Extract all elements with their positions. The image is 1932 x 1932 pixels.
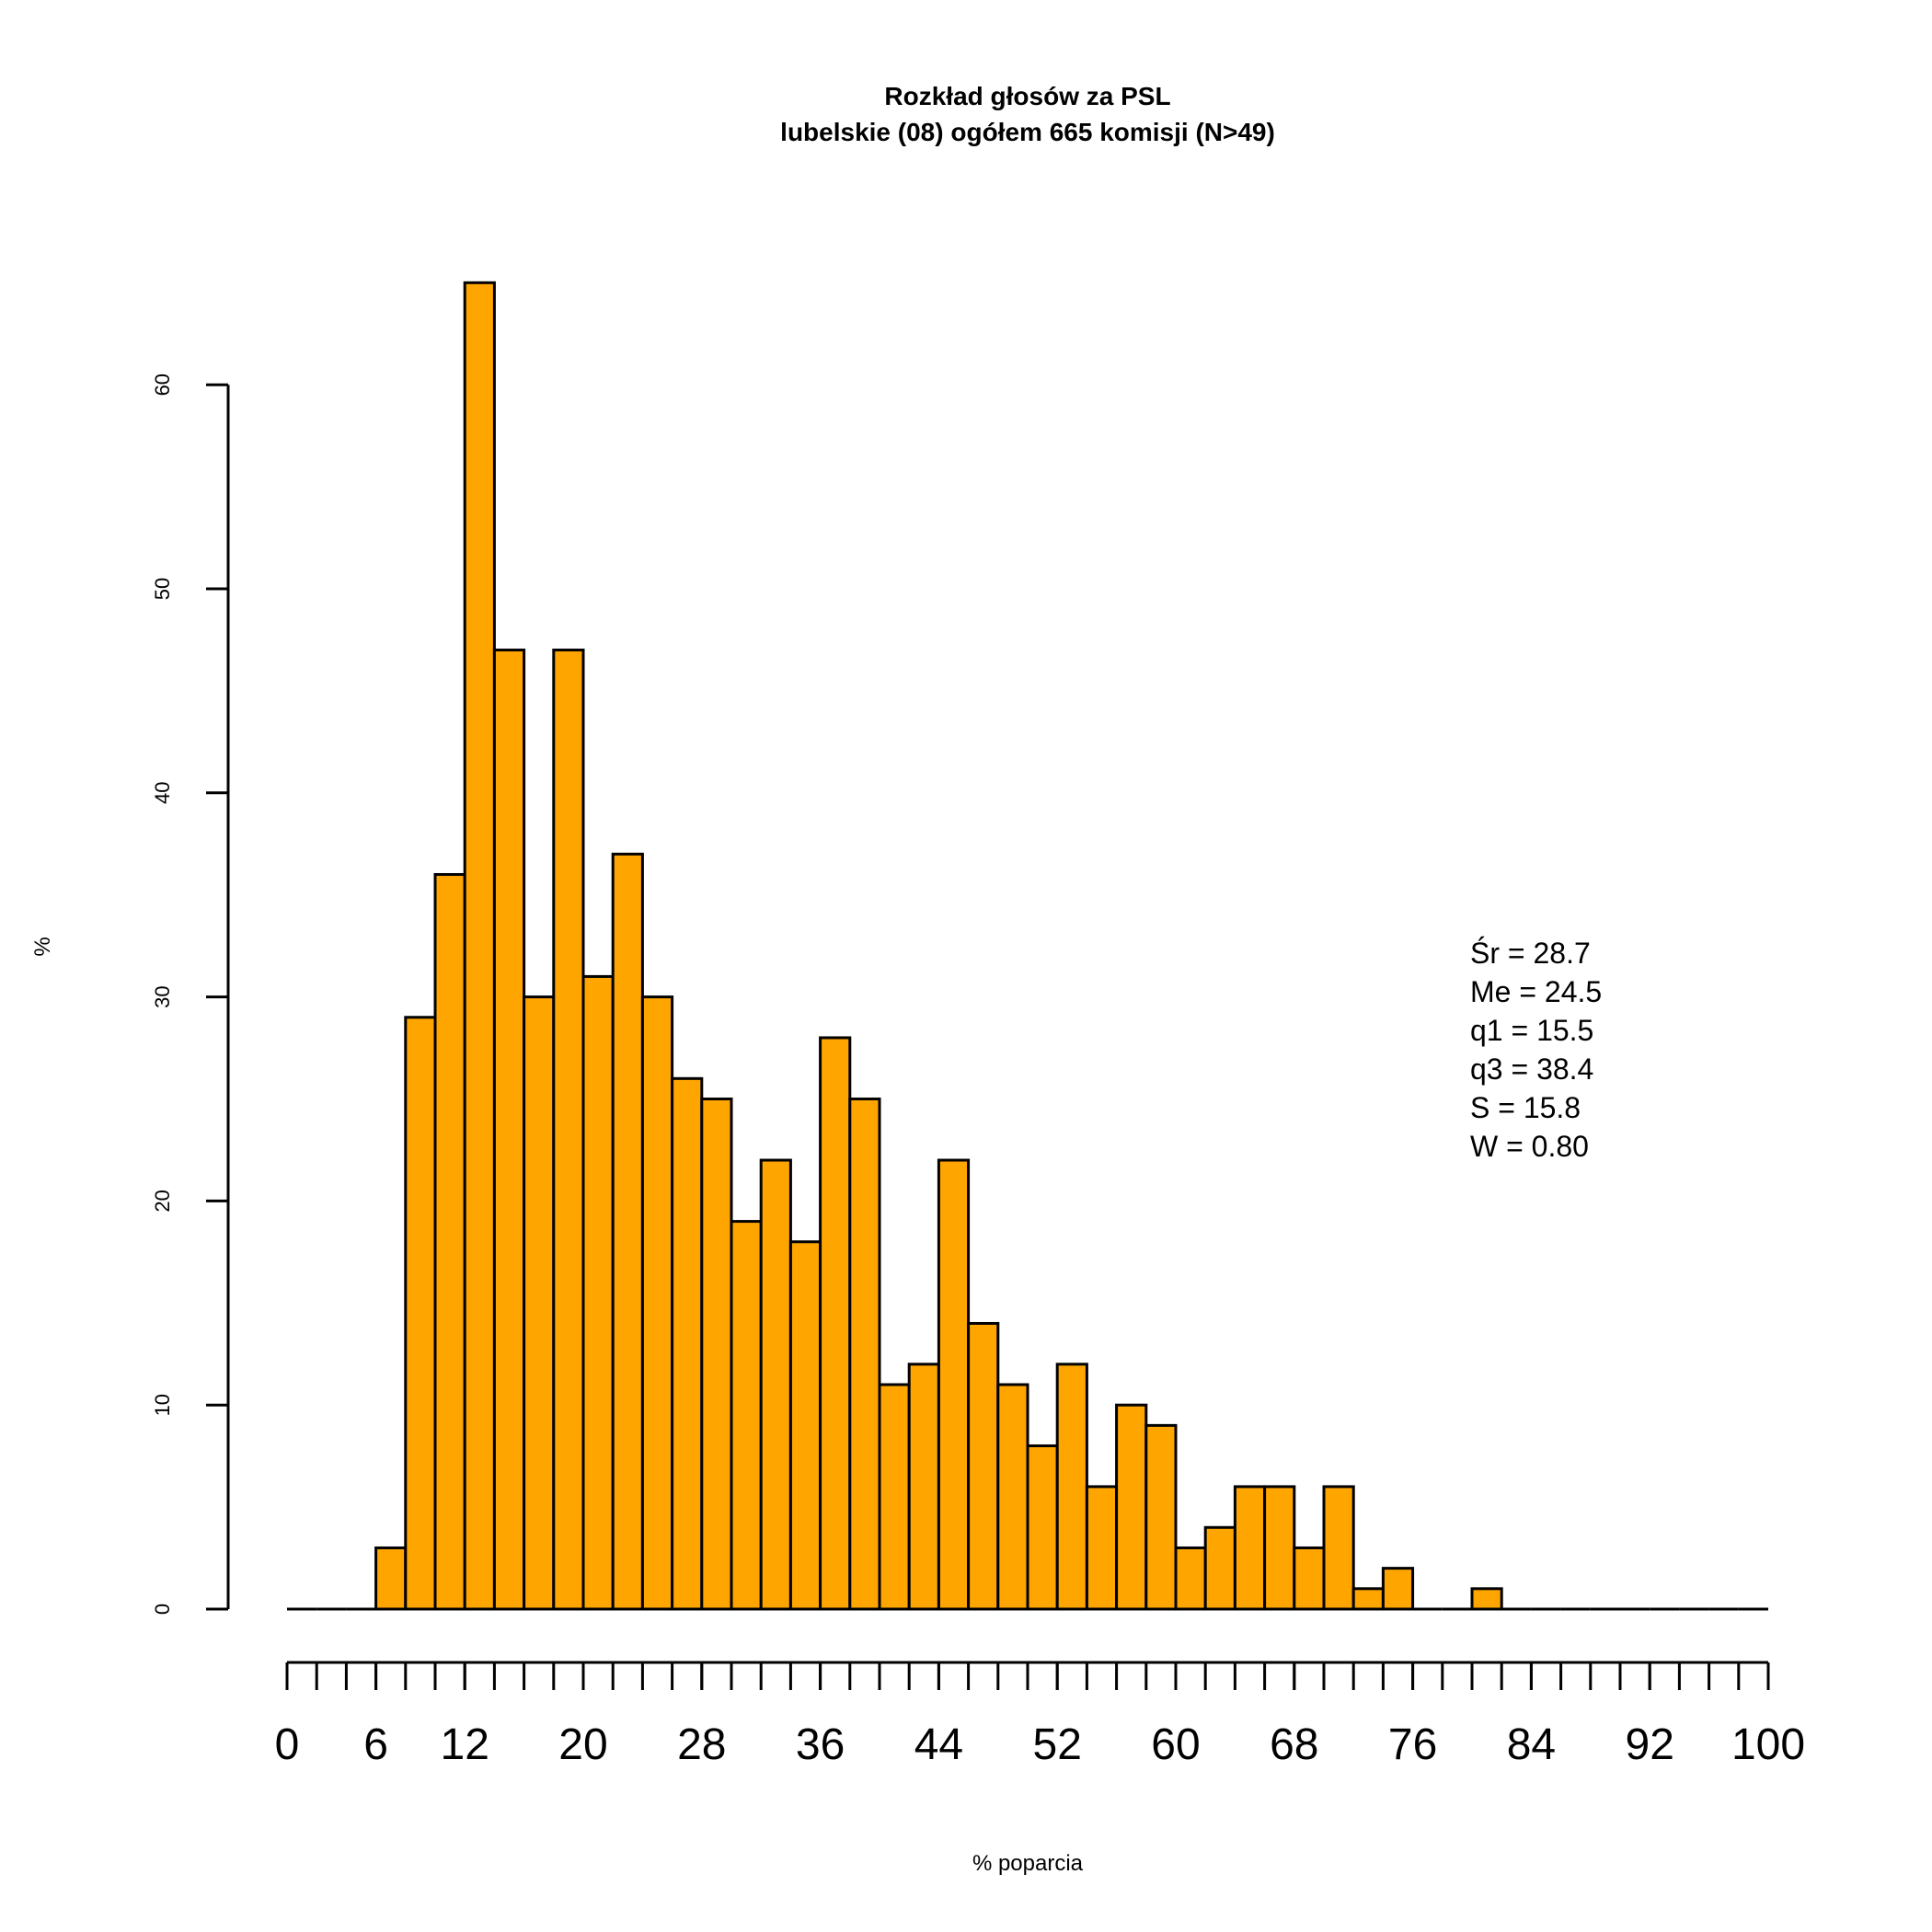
y-tick-label: 10 bbox=[151, 1394, 174, 1416]
histogram-bar bbox=[374, 1546, 408, 1611]
histogram-bar bbox=[463, 281, 496, 1611]
y-tick-label: 0 bbox=[151, 1604, 174, 1615]
histogram-bar bbox=[1233, 1485, 1267, 1611]
histogram-bar bbox=[700, 1098, 733, 1611]
stat-line: W = 0.80 bbox=[1470, 1130, 1589, 1163]
histogram-bar bbox=[1351, 1587, 1385, 1611]
histogram-bar bbox=[878, 1383, 911, 1611]
x-tick-label: 28 bbox=[677, 1720, 726, 1769]
y-tick-label: 20 bbox=[151, 1190, 174, 1212]
y-tick-label: 60 bbox=[151, 374, 174, 396]
histogram-bar bbox=[1381, 1567, 1415, 1611]
histogram-bar bbox=[759, 1158, 792, 1611]
histogram-bar bbox=[1470, 1587, 1503, 1611]
chart-title: Rozkład głosów za PSL bbox=[884, 82, 1170, 110]
histogram-bar bbox=[730, 1220, 763, 1611]
x-tick-label: 60 bbox=[1151, 1720, 1200, 1769]
histogram-bar bbox=[1026, 1444, 1059, 1611]
x-tick-label: 92 bbox=[1626, 1720, 1674, 1769]
x-tick-label: 44 bbox=[914, 1720, 963, 1769]
histogram-bar bbox=[819, 1036, 852, 1611]
histogram-bar bbox=[1055, 1363, 1088, 1611]
x-tick-label: 6 bbox=[363, 1720, 388, 1769]
x-axis-label: % poparcia bbox=[972, 1851, 1084, 1876]
histogram-bar bbox=[848, 1098, 881, 1611]
histogram-bar bbox=[1174, 1546, 1207, 1611]
histogram-bar bbox=[1085, 1485, 1119, 1611]
histogram-bar bbox=[1263, 1485, 1296, 1611]
stat-line: S = 15.8 bbox=[1470, 1091, 1581, 1124]
chart-subtitle: lubelskie (08) ogółem 665 komisji (N>49) bbox=[780, 118, 1275, 146]
histogram-bar bbox=[404, 1016, 437, 1611]
y-axis-label: % bbox=[30, 937, 55, 956]
bars bbox=[287, 281, 1768, 1611]
histogram-bar bbox=[492, 649, 526, 1611]
histogram-bar bbox=[671, 1076, 704, 1611]
x-tick-label: 20 bbox=[558, 1720, 607, 1769]
histogram-bar bbox=[523, 995, 556, 1611]
x-tick-label: 36 bbox=[796, 1720, 845, 1769]
x-tick-label: 84 bbox=[1507, 1720, 1556, 1769]
histogram-bar bbox=[937, 1158, 971, 1611]
x-tick-label: 12 bbox=[441, 1720, 489, 1769]
y-tick-label: 40 bbox=[151, 782, 174, 804]
y-tick-label: 30 bbox=[151, 985, 174, 1007]
x-tick-label: 76 bbox=[1388, 1720, 1437, 1769]
y-axis: 0 10 20 30 40 50 60 bbox=[151, 374, 230, 1615]
x-tick-label: 100 bbox=[1731, 1720, 1805, 1769]
stats-annotation: Śr = 28.7 Me = 24.5 q1 = 15.5 q3 = 38.4 S = … bbox=[1470, 937, 1602, 1163]
x-axis: 0 6 12 20 28 36 44 52 60 68 76 84 92 100 bbox=[275, 1661, 1805, 1769]
x-tick-label: 52 bbox=[1033, 1720, 1082, 1769]
histogram-bar bbox=[1144, 1423, 1178, 1611]
histogram-bar bbox=[996, 1383, 1029, 1611]
histogram-bar bbox=[1115, 1403, 1148, 1611]
histogram-bar bbox=[581, 974, 615, 1611]
y-tick-label: 50 bbox=[151, 578, 174, 600]
histogram-bar bbox=[788, 1240, 822, 1611]
stat-line: Śr = 28.7 bbox=[1470, 937, 1591, 970]
histogram-bar bbox=[967, 1321, 1000, 1611]
histogram-bar bbox=[907, 1363, 940, 1611]
histogram-bar bbox=[552, 649, 585, 1611]
histogram-bar bbox=[1203, 1525, 1236, 1611]
stat-line: Me = 24.5 bbox=[1470, 975, 1602, 1008]
stat-line: q3 = 38.4 bbox=[1470, 1052, 1593, 1086]
histogram-bar bbox=[1322, 1485, 1355, 1611]
stat-line: q1 = 15.5 bbox=[1470, 1014, 1593, 1047]
histogram-bar bbox=[640, 995, 674, 1611]
x-tick-label: 0 bbox=[275, 1720, 300, 1769]
x-tick-label: 68 bbox=[1270, 1720, 1318, 1769]
histogram-bar bbox=[1293, 1546, 1326, 1611]
histogram-bar bbox=[611, 852, 644, 1611]
histogram-bar bbox=[433, 873, 466, 1611]
